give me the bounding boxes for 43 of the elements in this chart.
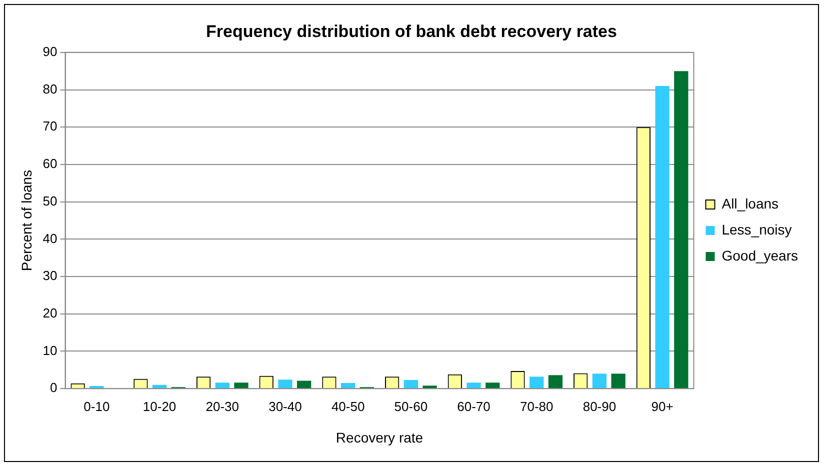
y-tick-label: 50 <box>42 193 58 208</box>
y-tick-label: 90 <box>42 44 58 59</box>
y-axis-title: Percent of loans <box>18 170 34 272</box>
bar <box>152 384 167 388</box>
bar <box>404 380 418 388</box>
chart-title: Frequency distribution of bank debt recovery rates <box>206 22 617 41</box>
y-tick-label: 30 <box>42 268 58 284</box>
x-tick-label: 60-70 <box>457 398 490 414</box>
x-tick-label: 70-80 <box>520 398 554 414</box>
y-tick-label: 10 <box>42 342 58 358</box>
x-tick-label: 10-20 <box>142 398 176 414</box>
bar <box>341 382 356 388</box>
x-axis-title: Recovery rate <box>336 429 424 446</box>
bar <box>90 386 104 388</box>
bar <box>592 374 607 388</box>
x-tick-label: 80-90 <box>582 398 616 414</box>
x-tick-label: 40-50 <box>331 398 365 414</box>
bar <box>297 380 312 388</box>
bar <box>215 382 230 388</box>
x-tick-label: 50-60 <box>394 398 428 414</box>
bar <box>422 386 437 388</box>
legend-label: Good_years <box>722 247 798 264</box>
bar <box>234 382 248 388</box>
x-tick-label: 90+ <box>651 398 674 414</box>
y-tick-label: 0 <box>50 380 58 396</box>
y-tick-label: 80 <box>42 81 58 96</box>
bar <box>530 376 544 388</box>
y-tick-label: 20 <box>42 305 58 320</box>
x-tick-label: 30-40 <box>268 398 302 414</box>
y-tick-label: 40 <box>42 230 58 246</box>
x-tick-label: 20-30 <box>206 398 240 414</box>
legend-label: All_loans <box>722 195 779 212</box>
y-tick-label: 60 <box>42 156 58 172</box>
x-tick-label: 0-10 <box>84 398 110 414</box>
bar <box>674 71 688 388</box>
bar <box>548 375 563 388</box>
y-tick-label: 70 <box>42 118 58 134</box>
bar <box>611 374 626 388</box>
bar <box>655 86 670 388</box>
bar <box>486 382 500 388</box>
bar <box>278 380 292 388</box>
legend-label: Less_noisy <box>722 221 792 238</box>
bar <box>466 382 481 388</box>
